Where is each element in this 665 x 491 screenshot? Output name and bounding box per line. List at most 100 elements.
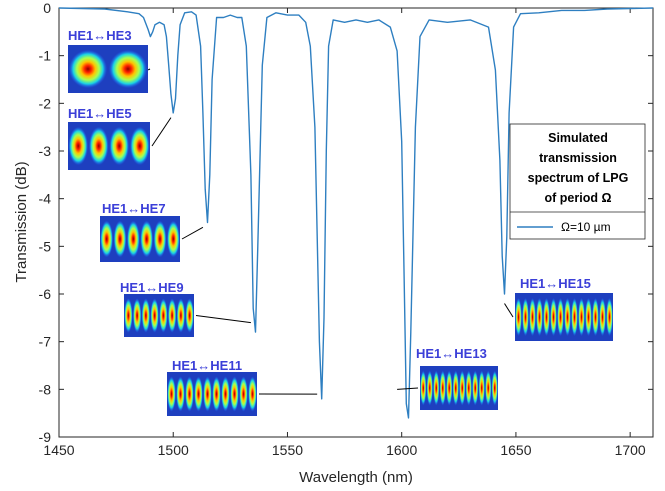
- legend-title-line-1: Simulated: [548, 131, 608, 145]
- mode-lobe: [132, 298, 142, 333]
- mode-lobe: [124, 298, 133, 333]
- series-line: [58, 7, 654, 419]
- mode-lobe: [478, 370, 485, 406]
- y-tick-label: -3: [39, 143, 52, 159]
- mode-lobe: [557, 297, 564, 337]
- mode-lobe: [439, 370, 446, 406]
- mode-lobe: [550, 297, 557, 337]
- mode-lobe: [109, 126, 130, 166]
- mode-inset-label: HE1↔HE9: [120, 280, 184, 295]
- mode-lobe: [459, 370, 466, 406]
- mode-inset: HE1↔HE9: [120, 280, 251, 337]
- mode-pointer: [181, 226, 204, 240]
- mode-inset-label: HE1↔HE5: [68, 106, 132, 121]
- mode-lobe: [129, 126, 150, 166]
- y-axis: 0 -1 -2 -3 -4 -5 -6 -7 -8 -9: [39, 0, 653, 445]
- y-tick-label: -2: [39, 95, 52, 111]
- mode-lobe: [543, 297, 550, 337]
- legend-title-line-3: spectrum of LPG: [528, 171, 629, 185]
- mode-lobe: [472, 370, 479, 406]
- mode-inset: HE1↔HE3: [68, 28, 151, 93]
- mode-inset: HE1↔HE5: [68, 106, 172, 170]
- mode-lobe: [239, 376, 248, 412]
- y-tick-label: -9: [39, 429, 52, 445]
- mode-inset-label: HE1↔HE15: [520, 276, 591, 291]
- x-axis-label: Wavelength (nm): [299, 469, 413, 486]
- mode-inset-label: HE1↔HE7: [102, 201, 166, 216]
- mode-lobe: [176, 376, 185, 412]
- mode-pointer: [195, 315, 251, 324]
- y-tick-label: -4: [39, 191, 52, 207]
- mode-lobe: [564, 297, 571, 337]
- mode-pointer: [504, 303, 514, 318]
- y-tick-label: -6: [39, 286, 52, 302]
- legend-title-line-4: of period Ω: [545, 191, 612, 205]
- mode-lobe: [167, 376, 176, 412]
- mode-lobe: [452, 370, 459, 406]
- legend-title-line-2: transmission: [539, 151, 617, 165]
- x-tick-label: 1550: [272, 442, 303, 458]
- x-axis: 1450 1500 1550 1600 1650 1700: [43, 8, 646, 458]
- mode-lobe: [68, 49, 108, 89]
- mode-lobe: [100, 220, 114, 258]
- x-tick-label: 1450: [43, 442, 74, 458]
- mode-lobe: [185, 298, 194, 333]
- mode-inset-label: HE1↔HE13: [416, 346, 487, 361]
- mode-lobe: [599, 297, 606, 337]
- mode-lobe: [529, 297, 536, 337]
- x-tick-label: 1500: [158, 442, 189, 458]
- mode-lobe: [485, 370, 492, 406]
- legend-box: [509, 123, 646, 240]
- mode-lobe: [159, 298, 168, 333]
- mode-pattern-bg: [420, 366, 498, 410]
- mode-lobe: [203, 376, 212, 412]
- mode-lobe: [126, 220, 140, 258]
- mode-inset-label: HE1↔HE3: [68, 28, 132, 43]
- mode-lobe: [88, 126, 109, 166]
- mode-lobe: [194, 376, 203, 412]
- mode-lobe: [465, 370, 472, 406]
- mode-lobe: [248, 376, 257, 412]
- mode-pattern-bg: [100, 216, 180, 262]
- mode-lobe: [606, 297, 613, 337]
- mode-pointer: [147, 68, 151, 71]
- mode-pointer: [397, 387, 419, 390]
- legend: Simulated transmission spectrum of LPG o…: [509, 123, 646, 240]
- mode-lobe: [113, 220, 127, 258]
- y-tick-label: 0: [43, 0, 51, 16]
- mode-pointer: [151, 117, 172, 147]
- y-tick-label: -8: [39, 381, 52, 397]
- x-tick-label: 1600: [386, 442, 417, 458]
- mode-lobe: [536, 297, 543, 337]
- mode-lobe: [571, 297, 578, 337]
- mode-lobe: [446, 370, 453, 406]
- y-tick-label: -7: [39, 334, 52, 350]
- mode-inset: HE1↔HE15: [504, 276, 613, 341]
- mode-lobe: [585, 297, 592, 337]
- x-tick-label: 1700: [615, 442, 646, 458]
- mode-lobe: [108, 49, 148, 89]
- mode-lobe: [491, 370, 498, 406]
- mode-lobe: [68, 126, 89, 166]
- mode-lobe: [150, 298, 159, 333]
- mode-lobe: [140, 220, 154, 258]
- mode-lobe: [185, 376, 194, 412]
- series-layer: [58, 7, 654, 419]
- mode-inset: HE1↔HE13: [397, 346, 498, 410]
- y-axis-label: Transmission (dB): [13, 161, 30, 282]
- mode-lobe: [522, 297, 529, 337]
- mode-lobe: [592, 297, 599, 337]
- mode-lobe: [153, 220, 167, 258]
- legend-entry-label: Ω=10 µm: [561, 220, 611, 234]
- mode-lobe: [433, 370, 440, 406]
- x-tick-label: 1650: [500, 442, 531, 458]
- mode-lobe: [176, 298, 186, 333]
- mode-lobe: [515, 297, 522, 337]
- mode-lobe: [221, 376, 230, 412]
- mode-inset-label: HE1↔HE11: [172, 358, 242, 373]
- y-tick-label: -5: [39, 238, 52, 254]
- mode-lobe: [212, 376, 221, 412]
- mode-lobe: [230, 376, 239, 412]
- mode-lobe: [426, 370, 433, 406]
- y-tick-label: -1: [39, 48, 52, 64]
